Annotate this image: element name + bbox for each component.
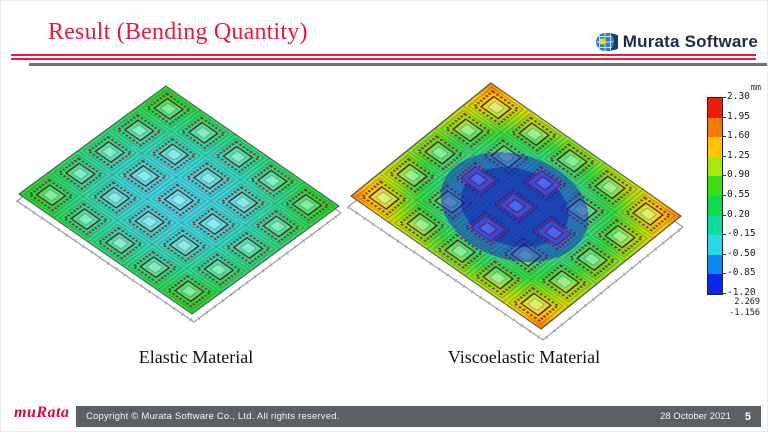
legend-tick-label: 0.20: [727, 208, 750, 220]
elastic-mesh: [18, 85, 340, 315]
legend-unit-label: mm: [750, 83, 761, 93]
viscoelastic-blue-components: [459, 165, 573, 247]
color-scale-legend: mm 2.30 1.95 1.60 1.25 0.90 0.55 0.20 -0.15 -0.5…: [700, 83, 767, 335]
footer-bar: Copyright © Murata Software Co., Ltd. Al…: [76, 406, 761, 427]
legend-segment: [708, 176, 722, 196]
legend-extremes: 2.269 -1.156: [700, 297, 760, 318]
legend-tick-mark: [722, 155, 726, 157]
legend-tick-mark: [722, 136, 726, 138]
legend-tick-label: -0.15: [727, 228, 756, 240]
legend-tick-label: -0.50: [727, 247, 756, 259]
legend-segment: [708, 137, 722, 157]
legend-ticks: 2.30 1.95 1.60 1.25 0.90 0.55 0.20 -0.15 -0.50 -0…: [700, 83, 767, 335]
legend-segment: [708, 98, 722, 118]
legend-tick-mark: [722, 234, 726, 236]
page-title: Result (Bending Quantity): [48, 19, 308, 45]
footer-date: 28 October 2021: [660, 411, 731, 422]
title-underline-red-2: [11, 58, 756, 60]
legend-tick-mark: [722, 293, 726, 294]
legend-segment: [708, 254, 722, 275]
legend-tick-mark: [722, 175, 726, 177]
caption-viscoelastic: Viscoelastic Material: [447, 347, 601, 367]
legend-bar: [707, 97, 723, 295]
legend-segment: [708, 117, 722, 138]
murata-footer-logo: muRata: [14, 404, 70, 421]
legend-segment: [708, 195, 722, 216]
legend-segment: [708, 156, 722, 177]
legend-tick-label: 0.90: [727, 169, 750, 181]
legend-segment: [708, 235, 722, 255]
legend-tick-label: 2.30: [727, 91, 750, 102]
legend-segment: [708, 215, 722, 236]
legend-tick-mark: [722, 273, 726, 275]
legend-min-value: -1.156: [729, 307, 760, 318]
legend-tick-mark: [722, 214, 726, 216]
legend-tick-mark: [722, 195, 726, 196]
legend-tick-label: 0.55: [727, 189, 750, 200]
viscoelastic-mesh: [350, 82, 682, 330]
legend-segment: [708, 274, 722, 294]
murata-software-logo: Murata Software: [594, 30, 758, 54]
legend-tick-label: -0.85: [727, 267, 756, 279]
legend-max-value: 2.269: [734, 297, 760, 307]
footer-copyright: Copyright © Murata Software Co., Ltd. Al…: [86, 411, 340, 422]
murata-software-logo-icon: [594, 30, 618, 54]
viscoelastic-simulation-image: [346, 82, 685, 343]
legend-tick-label: 1.60: [727, 130, 750, 142]
title-underline-gray-shadow: [29, 63, 767, 66]
legend-tick-mark: [722, 97, 726, 98]
legend-tick-label: 1.95: [727, 110, 750, 122]
legend-tick-mark: [722, 116, 726, 118]
legend-tick-label: -1.20: [727, 287, 756, 298]
elastic-simulation-image: [15, 85, 343, 325]
title-underline-red: [11, 54, 756, 56]
caption-elastic: Elastic Material: [138, 347, 254, 367]
footer-page-number: 5: [744, 410, 751, 423]
legend-tick-label: 1.25: [727, 149, 750, 161]
murata-software-logo-text: Murata Software: [622, 32, 758, 51]
legend-tick-mark: [722, 253, 726, 255]
